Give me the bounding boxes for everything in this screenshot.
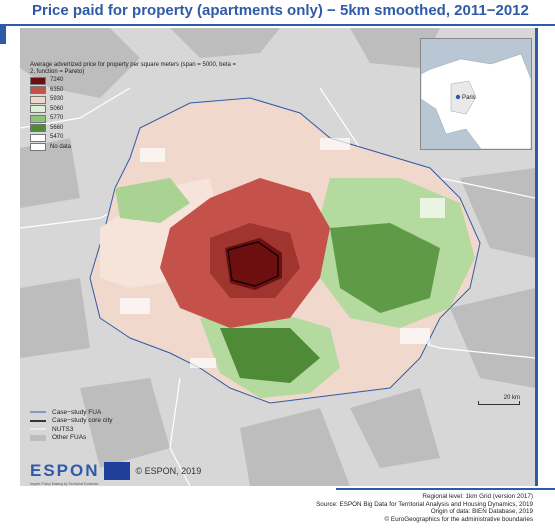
- legend-class-label: 5470: [50, 134, 64, 141]
- legend-class: 5060: [30, 105, 240, 115]
- espon-wordmark: ESPON: [30, 461, 100, 480]
- legend-swatch: [30, 114, 46, 123]
- locator-inset-map: Paris: [420, 38, 532, 150]
- legend-class: 5930: [30, 95, 240, 105]
- white-line-icon: [30, 426, 46, 433]
- legend-core-city: Case−study core city: [30, 417, 113, 426]
- legend-class-label: No data: [50, 143, 72, 150]
- black-line-icon: [30, 420, 46, 422]
- footer-rule: [336, 488, 555, 490]
- legend-class-label: 7240: [50, 77, 64, 84]
- legend-class: 5660: [30, 124, 240, 134]
- legend-swatch: [30, 143, 46, 152]
- legend-class-label: 5930: [50, 96, 64, 103]
- espon-logo: ESPON © ESPON, 2019: [30, 461, 201, 481]
- source-line: © EuroGeographics for the administrative…: [384, 515, 534, 523]
- inset-city-label: Paris: [462, 95, 476, 101]
- other-fuas-layer: [20, 28, 535, 486]
- legend-class-label: 6350: [50, 86, 64, 93]
- legend-class: 6350: [30, 86, 240, 96]
- title-rule-accent: [0, 24, 6, 44]
- title-rule: [0, 24, 555, 26]
- map-title: Price paid for property (apartments only…: [32, 2, 529, 19]
- legend-class-label: 5060: [50, 105, 64, 112]
- europe-locator: Paris: [421, 53, 531, 149]
- legend-core-city-label: Case−study core city: [52, 417, 113, 425]
- legend-swatch: [30, 133, 46, 142]
- grey-fill-icon: [30, 434, 46, 441]
- legend-other-fuas: Other FUAs: [30, 434, 113, 443]
- legend-class: 5470: [30, 133, 240, 143]
- legend-class-label: 5770: [50, 115, 64, 122]
- legend-fua-label: Case−study FUA: [52, 408, 102, 416]
- legend-title: Average advertized price for property pe…: [30, 62, 237, 75]
- legend-swatch: [30, 76, 46, 85]
- boundary-legend: Case−study FUA Case−study core city NUTS…: [30, 408, 113, 442]
- legend-swatch: [30, 105, 46, 114]
- copyright-text: © ESPON, 2019: [135, 466, 202, 476]
- source-line: Origin of data: BIEN Database, 2019: [430, 508, 533, 516]
- legend-swatch: [30, 95, 46, 104]
- blue-line-icon: [30, 411, 46, 413]
- legend-class: 7240: [30, 76, 240, 86]
- study-area: [89, 97, 481, 404]
- source-notes: Regional level: 1km Grid (version 2017) …: [316, 493, 533, 523]
- choropleth-map: [20, 28, 535, 486]
- legend-class-label: 5660: [50, 124, 64, 131]
- legend-nuts3: NUTS3: [30, 425, 113, 434]
- legend-fua: Case−study FUA: [30, 408, 113, 417]
- legend-other-fuas-label: Other FUAs: [52, 434, 87, 442]
- map-legend: Average advertized price for property pe…: [30, 62, 240, 152]
- espon-tagline: Inspire Policy Making by Territorial Evi…: [30, 482, 99, 486]
- scale-bar: 20 km: [478, 395, 520, 405]
- paris-marker-icon: [455, 94, 461, 100]
- legend-class: 5770: [30, 114, 240, 124]
- legend-swatch: [30, 124, 46, 133]
- source-line: Source: ESPON Big Data for Territorial A…: [316, 500, 533, 508]
- scale-label: 20 km: [503, 395, 520, 401]
- scale-bar-graphic: [478, 401, 520, 405]
- legend-nuts3-label: NUTS3: [52, 425, 74, 433]
- legend-swatch: [30, 86, 46, 95]
- source-line: Regional level: 1km Grid (version 2017): [422, 493, 533, 500]
- eu-flag-icon: [103, 462, 130, 480]
- legend-class: No data: [30, 143, 240, 153]
